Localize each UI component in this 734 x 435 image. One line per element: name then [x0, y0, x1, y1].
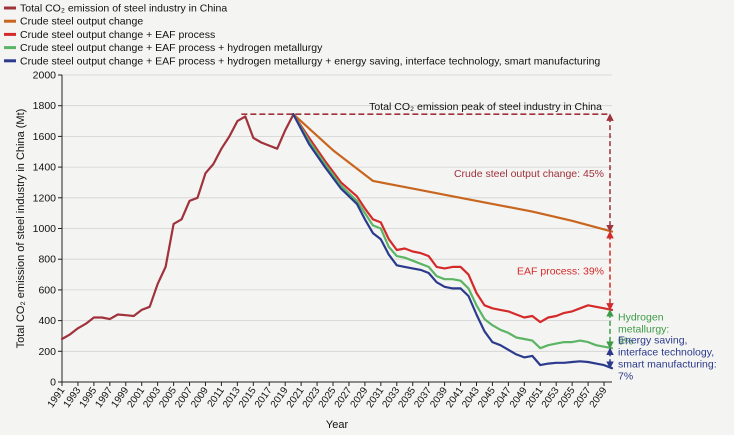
gridlines — [62, 74, 612, 352]
y-tick-label-3: 600 — [38, 284, 56, 296]
reduction-label-1: EAF process: 39% — [517, 266, 604, 278]
annotations: Total CO₂ emission peak of steel industr… — [241, 101, 717, 383]
legend-label-1: Crude steel output change — [20, 16, 143, 28]
reduction-label-3: Energy saving, interface technology, smart… — [618, 335, 717, 383]
reduction-label-2-line-0: Hydrogen — [618, 312, 664, 324]
y-axis-title: Total CO₂ emission of steel industry in … — [15, 109, 27, 349]
reduction-label-3-line-2: smart manufacturing: — [618, 359, 717, 371]
reduction-label-3-line-3: 7% — [618, 371, 633, 383]
legend: Total CO₂ emission of steel industry in … — [4, 3, 600, 67]
y-tick-label-0: 0 — [50, 377, 56, 389]
series-line-2 — [292, 112, 614, 324]
series-line-1 — [292, 112, 614, 233]
x-tick-label-34: 2059 — [588, 385, 610, 410]
y-tick-label-2: 400 — [38, 315, 56, 327]
legend-label-2: Crude steel output change + EAF process — [20, 29, 215, 41]
reduction-label-3-line-0: Energy saving, — [618, 335, 687, 347]
legend-label-0: Total CO₂ emission of steel industry in … — [20, 3, 227, 15]
y-tick-label-8: 1600 — [33, 131, 57, 143]
y-tick-label-9: 1800 — [33, 100, 57, 112]
y-tick-label-10: 2000 — [33, 70, 57, 82]
y-tick-label-6: 1200 — [33, 192, 57, 204]
axes: 0200400600800100012001400160018002000199… — [15, 70, 612, 431]
series-line-3 — [292, 112, 614, 350]
reduction-label-2-line-1: metallurgy: — [618, 324, 669, 336]
y-tick-label-5: 1000 — [33, 223, 57, 235]
x-axis-title: Year — [326, 419, 349, 431]
series-line-0 — [60, 113, 295, 341]
y-tick-label-1: 200 — [38, 346, 56, 358]
peak-label: Total CO₂ emission peak of steel industr… — [369, 101, 602, 113]
series-lines — [60, 112, 614, 370]
x-tick-label-9: 2009 — [189, 385, 211, 410]
series-line-4 — [292, 112, 614, 370]
reduction-label-2-line-2: 9% — [618, 336, 633, 348]
y-tick-label-7: 1400 — [33, 162, 57, 174]
reduction-label-2: Hydrogen metallurgy: 9% — [618, 312, 669, 348]
reduction-label-0: Crude steel output change: 45% — [454, 168, 604, 180]
y-tick-label-4: 800 — [38, 254, 56, 266]
legend-label-4: Crude steel output change + EAF process … — [20, 55, 600, 67]
legend-label-3: Crude steel output change + EAF process … — [20, 42, 323, 54]
reduction-label-3-line-1: interface technology, — [618, 347, 714, 359]
